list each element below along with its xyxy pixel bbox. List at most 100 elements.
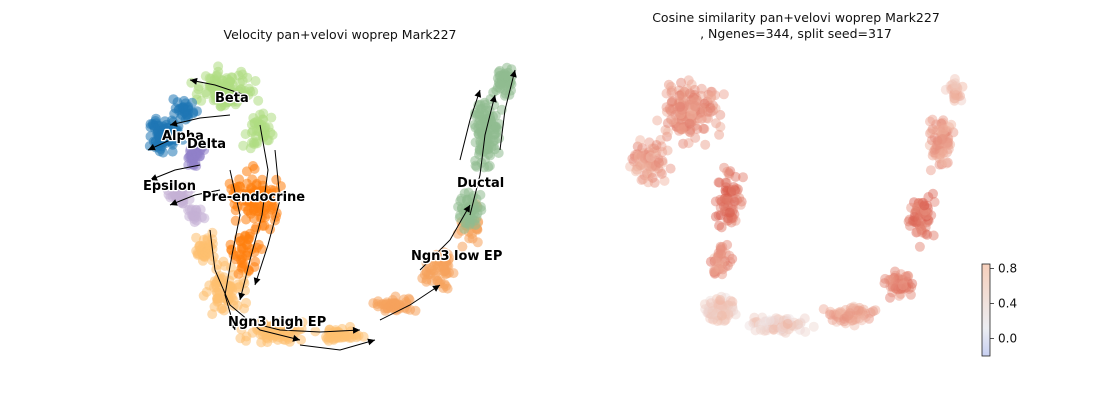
point-similarity — [696, 113, 707, 124]
point-similarity — [923, 203, 933, 214]
point-similarity — [931, 125, 942, 136]
point-similarity — [726, 184, 737, 195]
point-similarity — [782, 318, 793, 329]
point-similarity — [657, 157, 668, 168]
point-similarity — [795, 318, 806, 329]
point-similarity — [938, 138, 949, 149]
point-similarity — [908, 215, 919, 226]
point-similarity — [748, 318, 759, 329]
point-ngn3-high-ep — [211, 282, 222, 293]
point-similarity — [885, 281, 896, 292]
point-similarity — [671, 121, 682, 132]
point-similarity — [925, 128, 936, 139]
point-similarity — [723, 200, 733, 211]
point-similarity — [684, 126, 695, 137]
point-similarity — [690, 101, 701, 112]
point-similarity — [635, 135, 646, 146]
point-similarity — [778, 319, 789, 330]
point-ngn3-high-ep — [212, 293, 223, 304]
point-beta — [196, 95, 207, 106]
point-similarity — [910, 206, 921, 217]
point-similarity — [648, 147, 659, 158]
point-similarity — [849, 320, 860, 331]
point-similarity — [650, 149, 661, 160]
point-similarity — [686, 79, 697, 90]
point-similarity — [718, 89, 729, 100]
point-similarity — [759, 325, 770, 336]
point-similarity — [690, 96, 701, 107]
point-similarity — [715, 121, 726, 132]
point-similarity — [716, 249, 726, 260]
point-similarity — [699, 123, 710, 134]
point-similarity — [940, 156, 951, 167]
point-similarity — [726, 217, 737, 228]
point-similarity — [726, 210, 736, 221]
point-similarity — [674, 90, 685, 101]
point-similarity — [644, 150, 655, 161]
point-ngn3-low-ep — [457, 241, 468, 252]
point-similarity — [678, 103, 689, 113]
point-ductal — [462, 194, 473, 205]
point-similarity — [714, 177, 725, 188]
point-pre-endocrine — [241, 214, 251, 225]
point-similarity — [864, 313, 874, 324]
cluster-label-ngn3-high-ep: Ngn3 high EP — [228, 315, 326, 330]
point-similarity — [856, 315, 867, 326]
point-similarity — [690, 132, 701, 143]
point-similarity — [955, 91, 965, 101]
point-similarity — [642, 168, 652, 179]
point-similarity — [691, 92, 702, 103]
point-similarity — [689, 115, 700, 126]
point-similarity — [699, 299, 710, 310]
point-similarity — [851, 312, 862, 323]
streamline — [419, 204, 471, 271]
point-similarity — [943, 144, 954, 155]
point-similarity — [679, 87, 690, 97]
point-alpha — [177, 102, 188, 113]
point-similarity — [887, 281, 898, 292]
point-similarity — [708, 307, 719, 318]
point-similarity — [905, 289, 916, 300]
point-alpha — [165, 128, 176, 139]
point-similarity — [936, 135, 947, 146]
point-similarity — [710, 90, 721, 101]
point-similarity — [713, 300, 724, 311]
point-beta — [267, 129, 278, 140]
point-similarity — [716, 300, 727, 311]
streamline-arrowhead — [292, 334, 300, 342]
point-ngn3-high-ep — [239, 303, 250, 314]
point-similarity — [677, 103, 688, 114]
point-similarity — [842, 308, 853, 319]
point-similarity — [940, 130, 950, 141]
point-ngn3-high-ep — [241, 335, 251, 346]
colorbar-tick-label: 0.4 — [998, 296, 1017, 310]
point-similarity — [922, 207, 933, 218]
point-similarity — [638, 174, 648, 185]
streamline-arrowhead — [489, 95, 497, 103]
point-similarity — [787, 320, 797, 331]
point-similarity — [679, 101, 690, 112]
streamline — [499, 69, 516, 151]
point-similarity — [692, 124, 703, 134]
point-similarity — [704, 308, 715, 319]
point-similarity — [914, 241, 925, 252]
point-similarity — [643, 170, 654, 181]
point-similarity — [727, 300, 738, 311]
point-similarity — [800, 326, 811, 337]
point-similarity — [676, 105, 687, 116]
point-similarity — [942, 137, 952, 148]
point-similarity — [706, 92, 716, 103]
point-similarity — [922, 214, 933, 225]
point-similarity — [645, 150, 656, 161]
point-similarity — [848, 303, 859, 314]
point-similarity — [729, 196, 740, 207]
point-similarity — [764, 315, 775, 326]
point-similarity — [657, 155, 668, 166]
point-similarity — [780, 320, 791, 331]
point-similarity — [712, 252, 723, 263]
point-similarity — [715, 295, 726, 305]
point-similarity — [640, 163, 650, 174]
point-similarity — [903, 216, 914, 227]
point-similarity — [929, 145, 940, 155]
point-similarity — [914, 219, 924, 230]
